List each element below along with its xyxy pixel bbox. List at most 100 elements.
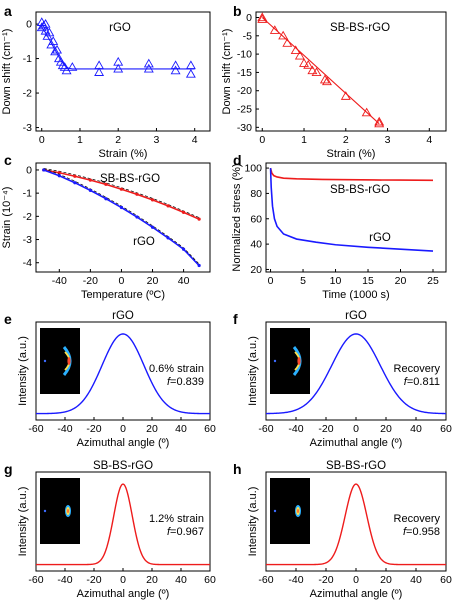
y-axis-label: Normalized stress (%) [231,163,243,271]
data-point [181,210,186,214]
annotation-condition: 1.2% strain [149,513,204,525]
data-point [181,247,186,251]
panel-title: SB-BS-rGO [93,460,153,472]
x-tick-label: 0 [120,423,126,435]
x-tick-label: 0 [39,134,45,146]
x-axis-label: Time (1000 s) [322,289,389,301]
x-tick-label: 2 [115,134,121,146]
data-point [150,225,155,229]
italic-f: f [167,526,171,538]
y-tick-label: -10 [237,49,252,61]
inset-arc-core [67,357,71,365]
series-label-rGO: rGO [133,236,155,248]
data-point-triangle [278,30,289,40]
x-tick-label: -20 [86,574,101,586]
x-tick-label: 3 [385,134,391,146]
x-tick-label: 3 [154,134,160,146]
x-axis-label: Temperature (ºC) [81,289,165,301]
plot-frame [35,11,211,132]
y-tick-label: 0 [26,164,32,176]
x-tick-label: 1 [301,134,307,146]
y-tick-label: -2 [23,88,32,100]
data-point [119,187,124,191]
x-tick-label: 25 [427,275,439,287]
y-tick-label: 100 [244,163,262,175]
data-point-triangle [40,18,51,28]
x-axis-label: Strain (%) [327,148,376,160]
x-tick-label: -40 [288,423,303,435]
data-point-triangle [257,12,268,22]
panel-letter-f: f [233,311,238,327]
y-tick-label: -1 [23,188,32,200]
x-tick-label: 10 [330,275,342,287]
x-tick-label: 4 [426,134,432,146]
x-tick-label: 2 [343,134,349,146]
y-tick-label: -25 [237,104,252,116]
inset-beam-spot [273,359,277,363]
x-tick-label: -40 [57,574,72,586]
x-tick-label: 20 [147,275,159,287]
panel-g: g -60 -40 -20 0 20 40 60 Azimuthal angle (º) Inte… [4,460,216,600]
data-point-triangle [319,74,330,84]
series-curve-h [266,483,446,566]
fit-line [41,27,195,70]
data-point-triangle [44,27,55,37]
inset-arc-core [297,357,301,365]
italic-f: f [403,526,407,538]
panel-letter-b: b [233,3,242,19]
data-point [197,217,201,221]
data-point [135,215,139,219]
y-axis-label: Intensity (a.u.) [17,336,29,406]
x-tick-label: 40 [178,275,190,287]
y-tick-label: 60 [250,213,262,225]
data-point-triangle [170,60,181,70]
data-point [57,171,61,175]
inset-beam-spot [273,509,277,513]
series-label-SB-BS-rGO: SB-BS-rGO [330,184,390,196]
y-tick-label: 80 [250,188,262,200]
inset-diffraction-image [270,478,310,544]
x-tick-label: -40 [288,574,303,586]
x-tick-label: 0 [353,423,359,435]
y-tick-label: -5 [243,30,252,42]
data-point-triangle [50,46,61,56]
x-tick-label: 20 [146,423,158,435]
y-axis-label: Strain (10⁻⁴) [1,187,13,249]
panel-letter-d: d [233,152,242,168]
inset-spot-core [297,509,299,513]
data-point-triangle [170,65,181,75]
y-axis-label: Down shift (cm⁻¹) [221,29,233,115]
y-tick-label: -2 [23,211,32,223]
data-point [166,204,170,208]
data-point-triangle [67,62,78,71]
annotation-condition: Recovery [394,363,441,375]
data-point-triangle [113,56,124,66]
x-tick-label: 20 [146,574,158,586]
data-point-triangle [294,50,305,60]
inset-beam-spot [43,359,47,363]
y-tick-label: 40 [250,239,262,251]
panel-title: SB-BS-rGO [326,460,386,472]
panel-letter-e: e [4,311,12,327]
x-tick-label: -60 [28,574,43,586]
inset-diffraction-image [40,328,80,394]
data-point [119,205,124,210]
y-tick-label: -3 [23,122,32,134]
data-point-triangle [185,60,196,70]
annotation-condition: 0.6% strain [149,363,204,375]
series-curve-g [36,483,210,566]
y-axis-label: Intensity (a.u.) [247,336,259,406]
x-tick-label: 0 [259,134,265,146]
factor-value: =0.811 [407,376,440,388]
x-tick-label: -20 [83,275,98,287]
x-tick-label: -20 [318,423,333,435]
x-tick-label: -20 [86,423,101,435]
plot-frame [265,162,447,273]
x-tick-label: 40 [175,574,187,586]
x-tick-label: -60 [258,423,273,435]
y-axis-label: Intensity (a.u.) [17,487,29,557]
data-point-triangle [143,58,154,68]
data-point [104,197,108,201]
data-point [57,174,61,178]
panel-c: c -40 -20 0 20 40 0 -1 -2 -3 -4 Temperature (ºC) Str… [1,152,211,301]
